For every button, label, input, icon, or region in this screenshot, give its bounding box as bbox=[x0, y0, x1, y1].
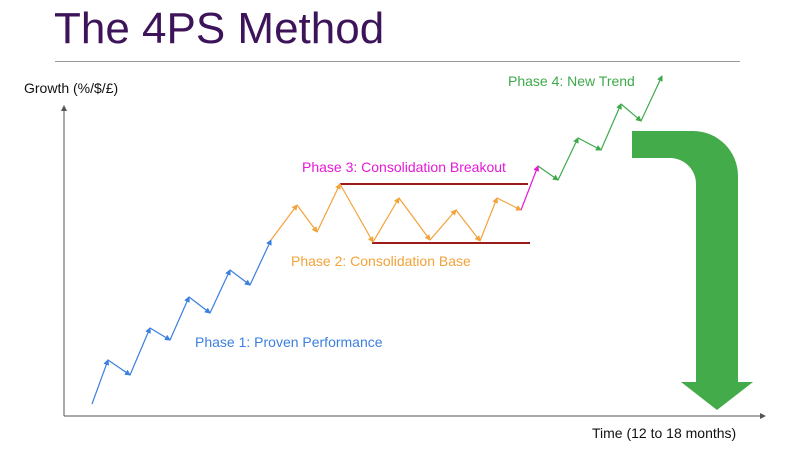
phase1-segment bbox=[209, 269, 231, 314]
phase3-segment bbox=[520, 165, 539, 211]
phase2-segment bbox=[316, 183, 341, 233]
phase4-segment bbox=[577, 137, 602, 151]
phase3-label: Phase 3: Consolidation Breakout bbox=[302, 159, 506, 175]
phase2-segment bbox=[372, 197, 400, 243]
phase1-segment bbox=[229, 269, 251, 286]
phase4-segment bbox=[640, 75, 663, 122]
phase2-label: Phase 2: Consolidation Base bbox=[291, 253, 471, 269]
x-axis-label: Time (12 to 18 months) bbox=[592, 425, 737, 441]
phase3-path bbox=[520, 165, 539, 211]
phase2-segment bbox=[479, 197, 498, 242]
phase1-segment bbox=[149, 327, 171, 341]
phase4-segment bbox=[537, 165, 559, 181]
phase2-segment bbox=[496, 197, 522, 211]
phase1-label: Phase 1: Proven Performance bbox=[195, 334, 383, 350]
curved-down-arrow-icon bbox=[632, 131, 753, 410]
phase4-label: Phase 4: New Trend bbox=[508, 73, 635, 89]
phase2-segment bbox=[270, 204, 298, 241]
phase4-segment bbox=[620, 103, 642, 122]
phase4-segment bbox=[600, 103, 622, 151]
phase2-path bbox=[270, 183, 522, 243]
phase4-segment bbox=[557, 137, 579, 181]
phase4-path bbox=[537, 75, 663, 181]
phase1-segment bbox=[188, 296, 211, 314]
phase2-segment bbox=[455, 209, 481, 242]
phase2-segment bbox=[296, 204, 318, 233]
phase1-segment bbox=[169, 296, 190, 341]
phase2-segment bbox=[429, 209, 457, 241]
phase2-segment bbox=[398, 197, 431, 241]
phase1-segment bbox=[107, 359, 131, 376]
phase1-segment bbox=[129, 327, 151, 376]
phase2-segment bbox=[339, 183, 374, 243]
phase1-segment bbox=[91, 359, 110, 405]
phase1-path bbox=[91, 239, 272, 405]
page-title: The 4PS Method bbox=[54, 4, 385, 53]
phase1-segment bbox=[249, 239, 272, 286]
title-divider bbox=[55, 61, 740, 62]
y-axis-label: Growth (%/$/£) bbox=[24, 80, 119, 96]
